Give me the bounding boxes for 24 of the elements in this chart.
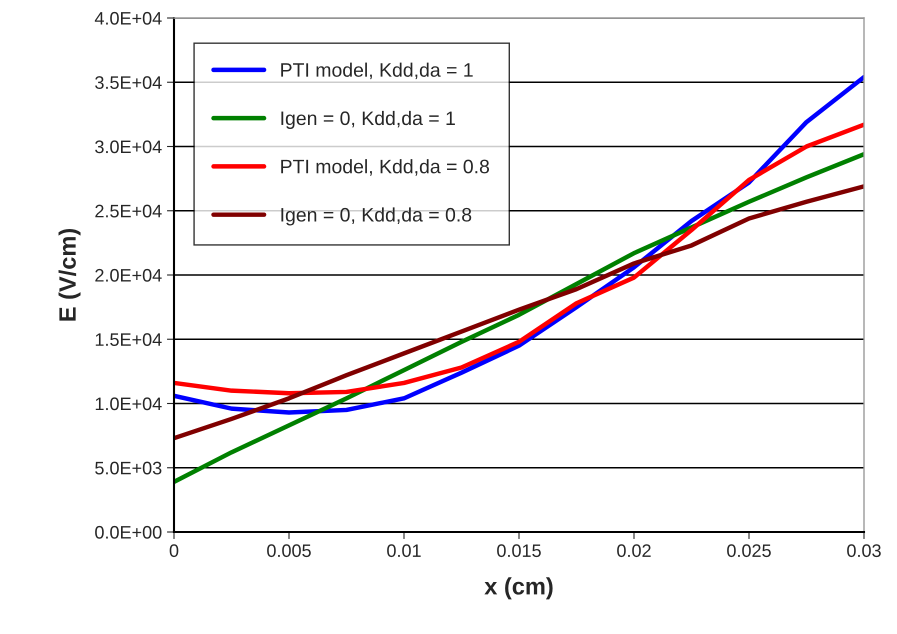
x-tick-label: 0.03	[847, 544, 881, 558]
y-tick-label: 2.5E+04	[95, 204, 162, 218]
y-tick-label: 0.0E+00	[95, 526, 162, 539]
x-axis-title: x (cm)	[484, 577, 553, 600]
x-tick-label: 0	[170, 544, 178, 558]
y-tick-label: 1.0E+04	[96, 397, 162, 410]
legend-label: PTI model, Kdd,da = 1	[281, 62, 473, 80]
x-tick-label: 0.005	[267, 544, 311, 558]
y-tick-label: 1.5E+04	[96, 333, 162, 346]
legend-label: Igen = 0, Kdd,da = 1	[281, 110, 455, 129]
y-tick-label: 4.0E+04	[94, 12, 162, 25]
y-tick-label: 3.5E+04	[95, 76, 162, 89]
x-tick-label: 0.015	[497, 544, 541, 558]
line-series	[174, 184, 864, 440]
x-tick-label: 0.02	[617, 544, 651, 558]
line-series	[174, 152, 864, 484]
y-tick-label: 5.0E+03	[95, 462, 162, 474]
x-tick-label: 0.01	[387, 544, 421, 558]
y-axis-title: E (V/cm)	[58, 228, 81, 321]
legend-label: PTI model, Kdd,da = 0.8	[281, 159, 490, 176]
x-tick-label: 0.025	[727, 544, 771, 558]
y-tick-label: 2.0E+04	[95, 268, 162, 282]
legend-label: Igen = 0, Kdd,da = 0.8	[281, 207, 472, 226]
y-tick-label: 3.0E+04	[95, 140, 162, 154]
